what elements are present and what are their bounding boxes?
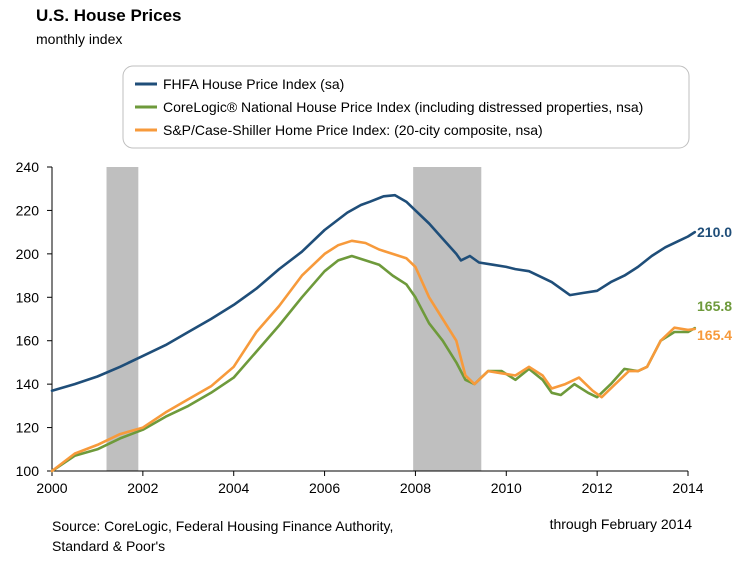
chart-subtitle: monthly index xyxy=(36,31,123,47)
y-tick-label: 220 xyxy=(16,202,40,218)
y-tick-label: 100 xyxy=(16,463,40,479)
series-line-fhfa xyxy=(50,193,697,392)
x-tick-label: 2010 xyxy=(491,480,522,496)
end-label-fhfa: 210.0 xyxy=(697,224,732,240)
recession-band-2 xyxy=(413,167,482,471)
x-tick-label: 2014 xyxy=(672,480,703,496)
x-tick-label: 2012 xyxy=(582,480,613,496)
legend-box xyxy=(122,65,690,149)
legend-label-caseshiller: S&P/Case-Shiller Home Price Index: (20-c… xyxy=(163,122,543,138)
legend: FHFA House Price Index (sa) CoreLogic® Na… xyxy=(122,65,690,149)
source-note: Source: CoreLogic, Federal Housing Finan… xyxy=(52,516,393,556)
x-tick-label: 2000 xyxy=(36,480,67,496)
y-tick-label: 160 xyxy=(16,333,40,349)
x-tick-label: 2006 xyxy=(309,480,340,496)
source-line-1: Source: CoreLogic, Federal Housing Finan… xyxy=(52,518,394,534)
axes: 100 120 140 160 180 200 220 240 2000 2002 2004 2006… xyxy=(16,159,704,496)
end-labels: 210.0 165.8 165.4 xyxy=(697,224,732,343)
y-tick-label: 120 xyxy=(16,420,40,436)
y-tick-label: 200 xyxy=(16,246,40,262)
series-line-corelogic xyxy=(50,254,697,473)
y-tick-label: 140 xyxy=(16,376,40,392)
x-tick-label: 2008 xyxy=(400,480,431,496)
series-lines xyxy=(50,193,697,473)
x-tick-label: 2004 xyxy=(218,480,249,496)
recession-bands xyxy=(106,167,482,471)
recession-band-1 xyxy=(106,167,139,471)
source-line-2: Standard & Poor's xyxy=(52,538,166,554)
chart-title: U.S. House Prices xyxy=(36,6,182,25)
through-date-note: through February 2014 xyxy=(549,516,692,532)
end-label-caseshiller: 165.4 xyxy=(697,327,732,343)
end-label-corelogic: 165.8 xyxy=(697,298,732,314)
series-line-caseshiller xyxy=(50,239,697,473)
legend-label-corelogic: CoreLogic® National House Price Index (i… xyxy=(163,99,643,115)
legend-label-fhfa: FHFA House Price Index (sa) xyxy=(163,76,344,92)
y-tick-label: 180 xyxy=(16,289,40,305)
x-tick-label: 2002 xyxy=(127,480,158,496)
y-tick-label: 240 xyxy=(16,159,40,175)
